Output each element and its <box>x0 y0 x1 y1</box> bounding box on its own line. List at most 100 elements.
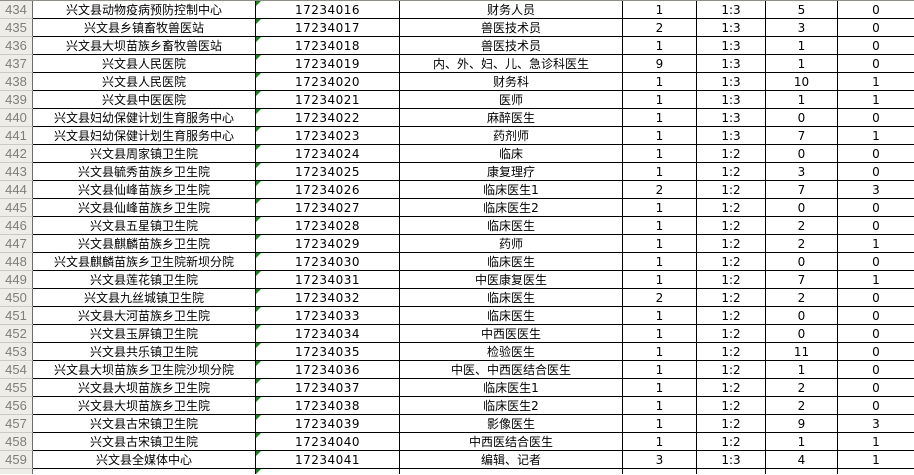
row-number-header[interactable]: 453 <box>0 343 33 361</box>
row-number-header[interactable]: 434 <box>0 1 33 19</box>
cell-count-a[interactable]: 1 <box>623 91 697 109</box>
cell-count-b[interactable]: 0 <box>766 109 838 127</box>
row-number-header[interactable]: 439 <box>0 91 33 109</box>
cell-count-c[interactable]: 3 <box>838 415 914 433</box>
cell-org-name[interactable]: 兴文县大河苗族乡卫生院 <box>33 307 256 325</box>
cell-position-name[interactable]: 中医康复医生 <box>400 271 623 289</box>
cell-count-a[interactable]: 1 <box>623 307 697 325</box>
row-number-header[interactable]: 442 <box>0 145 33 163</box>
cell-position-name[interactable]: 临床医生1 <box>400 379 623 397</box>
cell-ratio[interactable]: 1:3 <box>697 73 766 91</box>
cell-count-c[interactable]: 0 <box>838 55 914 73</box>
cell-count-b[interactable]: 1 <box>766 91 838 109</box>
cell-position-code[interactable]: 17234027 <box>256 199 400 217</box>
cell-position-name[interactable]: 康复理疗 <box>400 163 623 181</box>
cell-count-a[interactable]: 1 <box>623 73 697 91</box>
cell-ratio[interactable]: 1:2 <box>697 253 766 271</box>
cell-count-c[interactable]: 0 <box>838 145 914 163</box>
cell-position-name[interactable]: 检验医生 <box>400 343 623 361</box>
cell-ratio[interactable]: 1:3 <box>697 1 766 19</box>
cell-count-a[interactable]: 2 <box>623 19 697 37</box>
cell-position-code[interactable]: 17234040 <box>256 433 400 451</box>
cell-org-name[interactable]: 兴文县人民医院 <box>33 73 256 91</box>
cell-count-b[interactable]: 2 <box>766 217 838 235</box>
cell-count-b[interactable]: 0 <box>766 307 838 325</box>
cell-ratio[interactable]: 1:2 <box>697 307 766 325</box>
cell-position-code[interactable]: 17234037 <box>256 379 400 397</box>
cell-count-b[interactable]: 3 <box>766 163 838 181</box>
cell-count-c[interactable]: 1 <box>838 271 914 289</box>
cell-ratio[interactable]: 1:2 <box>697 217 766 235</box>
cell-position-code[interactable]: 17234028 <box>256 217 400 235</box>
cell-position-code[interactable]: 17234017 <box>256 19 400 37</box>
cell-org-name[interactable]: 兴文县共乐镇卫生院 <box>33 343 256 361</box>
cell-ratio[interactable]: 1:3 <box>697 127 766 145</box>
row-number-header[interactable]: 444 <box>0 181 33 199</box>
cell-position-code[interactable]: 17234024 <box>256 145 400 163</box>
cell-count-c[interactable]: 1 <box>838 433 914 451</box>
cell-count-c[interactable] <box>838 469 914 474</box>
cell-count-c[interactable]: 1 <box>838 127 914 145</box>
row-number-header[interactable]: 445 <box>0 199 33 217</box>
row-number-header[interactable]: 458 <box>0 433 33 451</box>
cell-position-name[interactable]: 兽医技术员 <box>400 19 623 37</box>
cell-count-a[interactable] <box>623 469 697 474</box>
cell-org-name[interactable]: 兴文县大坝苗族乡卫生院沙坝分院 <box>33 361 256 379</box>
cell-ratio[interactable]: 1:2 <box>697 145 766 163</box>
cell-ratio[interactable]: 1:2 <box>697 343 766 361</box>
cell-position-name[interactable]: 临床医生 <box>400 307 623 325</box>
row-number-header[interactable]: 440 <box>0 109 33 127</box>
cell-count-c[interactable]: 0 <box>838 1 914 19</box>
cell-count-b[interactable]: 3 <box>766 19 838 37</box>
cell-count-a[interactable]: 1 <box>623 217 697 235</box>
cell-count-b[interactable]: 1 <box>766 37 838 55</box>
cell-count-c[interactable]: 0 <box>838 289 914 307</box>
cell-position-code[interactable]: 17234029 <box>256 235 400 253</box>
cell-position-name[interactable]: 临床医生 <box>400 253 623 271</box>
cell-count-a[interactable]: 1 <box>623 37 697 55</box>
cell-position-code[interactable]: 17234021 <box>256 91 400 109</box>
cell-position-code[interactable]: 17234035 <box>256 343 400 361</box>
row-number-header[interactable]: 443 <box>0 163 33 181</box>
cell-count-b[interactable]: 5 <box>766 1 838 19</box>
row-number-header[interactable]: 452 <box>0 325 33 343</box>
cell-count-a[interactable]: 2 <box>623 181 697 199</box>
cell-count-b[interactable]: 0 <box>766 145 838 163</box>
row-number-header[interactable]: 435 <box>0 19 33 37</box>
cell-ratio[interactable]: 1:3 <box>697 19 766 37</box>
cell-ratio[interactable]: 1:2 <box>697 325 766 343</box>
cell-count-a[interactable]: 1 <box>623 235 697 253</box>
cell-count-c[interactable]: 0 <box>838 379 914 397</box>
cell-position-code[interactable] <box>256 469 400 474</box>
cell-ratio[interactable]: 1:2 <box>697 415 766 433</box>
cell-count-a[interactable]: 3 <box>623 451 697 469</box>
cell-org-name[interactable]: 兴文县九丝城镇卫生院 <box>33 289 256 307</box>
cell-ratio[interactable]: 1:3 <box>697 91 766 109</box>
cell-position-name[interactable]: 内、外、妇、儿、急诊科医生 <box>400 55 623 73</box>
cell-org-name[interactable]: 兴文县动物疫病预防控制中心 <box>33 1 256 19</box>
cell-position-name[interactable] <box>400 469 623 474</box>
cell-position-name[interactable]: 临床医生 <box>400 217 623 235</box>
cell-position-name[interactable]: 医师 <box>400 91 623 109</box>
cell-ratio[interactable]: 1:3 <box>697 37 766 55</box>
cell-count-a[interactable]: 1 <box>623 397 697 415</box>
row-number-header[interactable]: 448 <box>0 253 33 271</box>
cell-count-a[interactable]: 1 <box>623 145 697 163</box>
cell-ratio[interactable]: 1:2 <box>697 235 766 253</box>
cell-org-name[interactable]: 兴文县麒麟苗族乡卫生院 <box>33 235 256 253</box>
cell-org-name[interactable]: 兴文县大坝苗族乡卫生院 <box>33 379 256 397</box>
cell-count-c[interactable]: 1 <box>838 451 914 469</box>
cell-position-name[interactable]: 临床医生2 <box>400 397 623 415</box>
cell-org-name[interactable]: 兴文县仙峰苗族乡卫生院 <box>33 199 256 217</box>
cell-ratio[interactable]: 1:2 <box>697 361 766 379</box>
cell-position-name[interactable]: 麻醉医生 <box>400 109 623 127</box>
cell-count-b[interactable]: 9 <box>766 415 838 433</box>
cell-position-code[interactable]: 17234036 <box>256 361 400 379</box>
cell-count-a[interactable]: 1 <box>623 325 697 343</box>
cell-position-name[interactable]: 临床医生1 <box>400 181 623 199</box>
row-number-header[interactable]: 436 <box>0 37 33 55</box>
cell-count-c[interactable]: 0 <box>838 361 914 379</box>
cell-count-b[interactable]: 1 <box>766 361 838 379</box>
cell-position-name[interactable]: 编辑、记者 <box>400 451 623 469</box>
cell-ratio[interactable] <box>697 469 766 474</box>
